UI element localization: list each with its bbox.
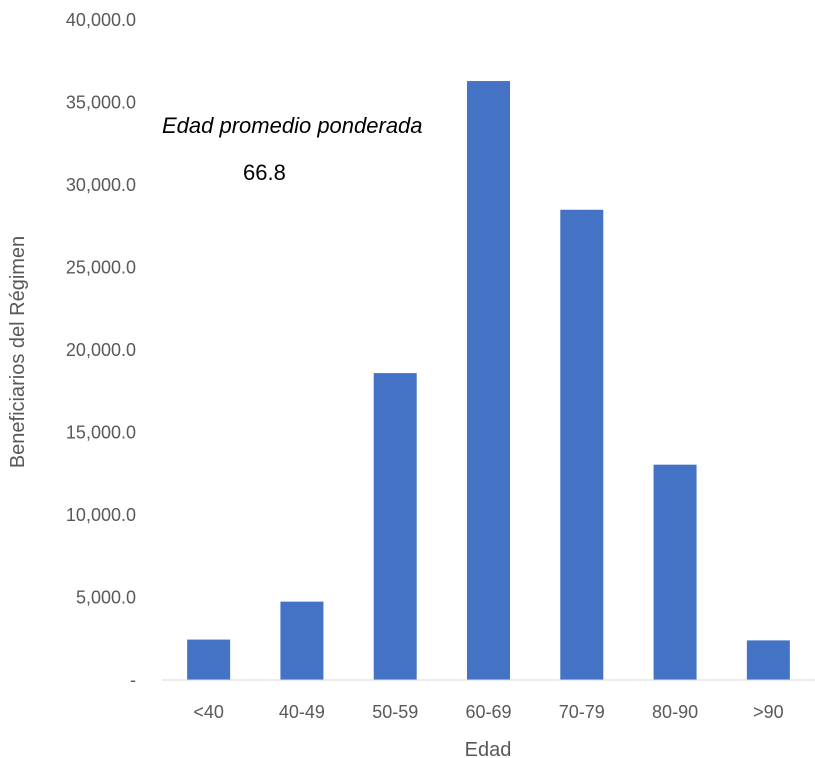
- x-axis-title: Edad: [465, 739, 512, 758]
- bar: [373, 373, 417, 680]
- y-tick-label: 25,000.0: [66, 258, 136, 278]
- x-tick-label: 70-79: [559, 702, 605, 722]
- x-tick-label: 40-49: [279, 702, 325, 722]
- y-tick-label: -: [130, 670, 136, 690]
- x-tick-label: 80-90: [652, 702, 698, 722]
- y-tick-label: 30,000.0: [66, 175, 136, 195]
- bar: [560, 209, 604, 680]
- bar: [653, 464, 697, 680]
- y-axis-title: Beneficiarios del Régimen: [7, 236, 29, 468]
- y-tick-label: 20,000.0: [66, 340, 136, 360]
- y-axis-ticks: - 5,000.0 10,000.0 15,000.0 20,000.0 25,000.0…: [66, 10, 136, 690]
- annotation-value: 66.8: [243, 160, 286, 185]
- x-tick-label: 60-69: [465, 702, 511, 722]
- x-tick-label: <40: [193, 702, 224, 722]
- bars: [187, 81, 790, 681]
- x-axis-ticks: <40 40-49 50-59 60-69 70-79 80-90 >90: [193, 702, 783, 722]
- y-tick-label: 5,000.0: [76, 588, 136, 608]
- bar: [467, 81, 510, 681]
- y-tick-label: 40,000.0: [66, 10, 136, 30]
- x-tick-label: >90: [753, 702, 784, 722]
- bar: [187, 639, 231, 680]
- y-tick-label: 35,000.0: [66, 93, 136, 113]
- bar: [280, 601, 324, 680]
- annotation-label: Edad promedio ponderada: [162, 113, 423, 138]
- bar: [746, 640, 790, 680]
- y-tick-label: 10,000.0: [66, 505, 136, 525]
- y-tick-label: 15,000.0: [66, 423, 136, 443]
- x-tick-label: 50-59: [372, 702, 418, 722]
